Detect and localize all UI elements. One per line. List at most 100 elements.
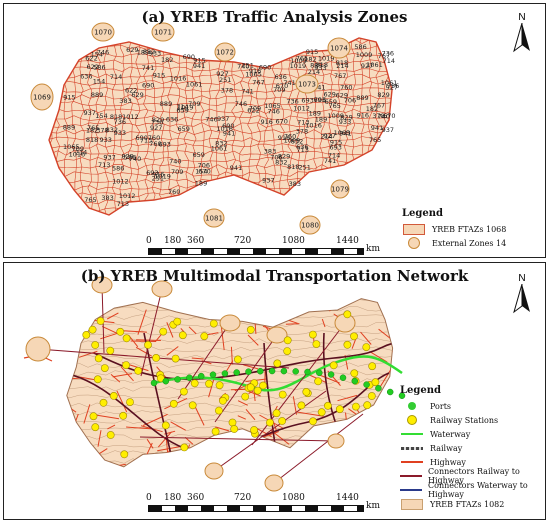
highway-segment	[336, 448, 342, 464]
zone-label: 713	[117, 200, 129, 208]
highway-segment	[184, 436, 194, 445]
ellipse-icon	[402, 237, 426, 249]
railway-station	[119, 411, 128, 420]
zone-label: 1016	[305, 121, 322, 129]
zone-label: 760	[149, 140, 161, 148]
railway-station	[134, 366, 142, 375]
panel-transport-network: (b) YREB Multimodal Transportation Netwo…	[3, 262, 546, 520]
railway-station	[91, 423, 100, 432]
railway-station	[88, 325, 97, 334]
zone-label: 889	[91, 91, 103, 99]
highway-segment	[75, 449, 87, 464]
zone-boundary	[151, 38, 157, 215]
zone-label: 915	[330, 138, 342, 146]
external-zone	[266, 326, 288, 344]
highway-segment	[256, 443, 266, 450]
zone-label: 622	[125, 87, 137, 95]
legend-b-item-label: Waterway	[430, 429, 471, 439]
railway-station	[283, 347, 292, 355]
zone-label: 941	[230, 164, 242, 172]
railway-station	[178, 331, 187, 340]
zone-label: 741	[324, 157, 336, 165]
port	[162, 377, 170, 385]
port	[351, 377, 359, 385]
railway-station	[363, 401, 372, 410]
highway-segment	[126, 426, 154, 430]
zone-label: 889	[310, 62, 322, 70]
zone-boundary	[159, 38, 165, 215]
external-zone	[151, 280, 173, 298]
zone-boundary	[34, 291, 403, 296]
zone-label: 765	[87, 124, 99, 132]
railway-station	[371, 378, 380, 387]
zone-label: 709	[188, 100, 200, 108]
zone-label: 767	[334, 72, 346, 80]
zone-boundary	[40, 34, 45, 223]
railway-station	[302, 387, 311, 396]
highway-segment	[229, 304, 240, 313]
highway-segment	[231, 450, 257, 464]
zone-label: 1016	[69, 150, 86, 158]
railway-station	[93, 375, 102, 384]
highway-segment	[360, 440, 364, 450]
highway-segment	[237, 415, 247, 420]
panel-b-title: (b) YREB Multimodal Transportation Netwo…	[80, 267, 469, 285]
zone-boundary	[49, 101, 392, 107]
zone-label: 746	[97, 49, 109, 57]
scale-ticks-a: 0 180 360 720 1080 1440	[140, 236, 380, 246]
railway-station	[246, 383, 255, 392]
zone-label: 622	[87, 63, 99, 71]
external-zone-label: 1072	[216, 49, 234, 57]
zone-label: 736	[286, 98, 298, 106]
port	[292, 368, 299, 375]
external-zone	[327, 433, 345, 449]
highway-segment	[170, 421, 186, 431]
port	[386, 388, 394, 396]
zone-label: 693	[301, 96, 313, 104]
railway-station	[211, 427, 220, 436]
railway-station	[159, 327, 168, 336]
railway-station	[188, 401, 197, 410]
zone-label: 659	[193, 151, 205, 159]
zone-label: 832	[106, 126, 118, 134]
external-zone-shape	[91, 22, 115, 42]
zone-label: 915	[193, 57, 205, 65]
scale-bar-a: 0 180 360 720 1080 1440 km	[140, 236, 380, 257]
zone-label: 706	[314, 96, 326, 104]
zone-boundary	[49, 143, 392, 149]
zone-label: 1012	[112, 177, 129, 185]
railway-station	[253, 386, 262, 395]
highway-segment	[69, 443, 80, 467]
zone-label: 670	[383, 112, 395, 120]
legend-b-item-zones: YREB FTAZs 1082	[400, 498, 545, 510]
highway-segment	[360, 331, 372, 345]
highway-segment	[84, 487, 93, 491]
zone-label: 214	[336, 62, 348, 70]
zone-label: 714	[383, 57, 395, 65]
highway-segment	[110, 374, 121, 383]
external-zone: 1073	[295, 74, 319, 94]
zone-label: 713	[297, 146, 309, 154]
waterway-line-icon	[400, 429, 424, 439]
highway-segment	[130, 340, 157, 342]
external-zone-shape	[299, 215, 321, 235]
zone-label: 941	[223, 130, 235, 138]
highway-segment	[106, 312, 119, 320]
scale-unit: km	[366, 501, 380, 511]
external-zone: 1080	[299, 215, 321, 235]
port	[375, 385, 382, 392]
zone-boundary	[49, 157, 392, 163]
connector-line	[214, 334, 278, 423]
zone-label: 622	[247, 107, 259, 115]
zone-label: 1061	[211, 145, 228, 153]
railway-station	[230, 425, 239, 433]
zone-label: 937	[382, 126, 394, 134]
external-zone-label: 1081	[205, 215, 223, 223]
zone-label: 927	[216, 70, 228, 78]
scale-tick: 360	[187, 493, 205, 503]
zone-label: 709	[273, 86, 285, 94]
railway-station	[272, 409, 281, 418]
zone-label: 933	[339, 118, 351, 126]
connector-line	[213, 390, 327, 472]
zone-label: 154	[195, 167, 207, 175]
